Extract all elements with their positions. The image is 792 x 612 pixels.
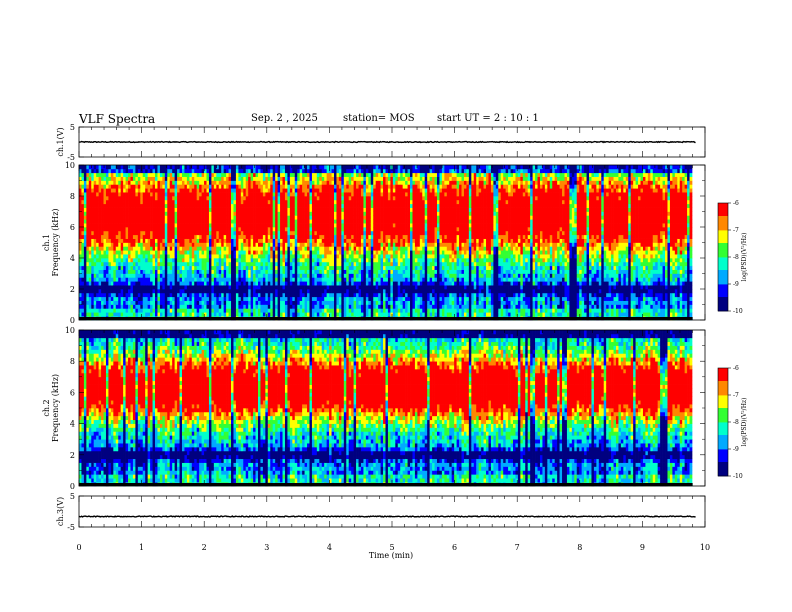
y-tick-label: 4 — [70, 420, 75, 429]
y-tick-label: 10 — [65, 326, 75, 335]
date-label: Sep. 2 , 2025 — [251, 113, 318, 124]
y-tick-label: 6 — [70, 223, 75, 232]
start-time-label: start UT = 2 : 10 : 1 — [437, 113, 539, 124]
y-tick-label: 5 — [70, 123, 75, 132]
ch1-spectrogram-cells — [79, 165, 693, 321]
colorbar-tick-label: -6 — [733, 365, 739, 372]
x-tick-label: 7 — [515, 543, 520, 552]
time-ticks — [78, 330, 706, 486]
x-tick-label: 9 — [640, 543, 645, 552]
station-label: station= MOS — [343, 113, 415, 124]
colorbar-tick-label: -7 — [733, 227, 739, 234]
x-tick-label: 5 — [389, 543, 394, 552]
colorbar-tick-label: -7 — [733, 392, 739, 399]
y-tick-label: 2 — [70, 451, 75, 460]
ch1-spectrogram-ylabel: Frequency (kHz) — [51, 208, 60, 276]
ch1-spectrogram-baseline — [79, 317, 692, 320]
ch1-voltage-ylabel: ch.1(V) — [56, 127, 65, 156]
x-tick-label: 2 — [202, 543, 207, 552]
colorbar-tick-label: -9 — [733, 446, 739, 453]
colorbar-tick-label: -6 — [733, 200, 739, 207]
ch3-voltage-trace — [78, 515, 696, 518]
figure-title: VLF Spectra — [79, 112, 155, 126]
y-tick-label: 5 — [70, 492, 75, 501]
ch1-voltage-trace — [78, 140, 696, 144]
ch2-spectrogram-colorbar — [718, 368, 728, 477]
x-tick-label: 10 — [700, 543, 710, 552]
x-tick-label: 0 — [76, 543, 81, 552]
colorbar-label: log(PSD)(V²/Hz) — [741, 233, 748, 282]
ch1-spectrogram-colorbar — [718, 203, 728, 312]
y-tick-label: -5 — [67, 523, 75, 532]
y-tick-label: 6 — [70, 388, 75, 397]
y-tick-label: 2 — [70, 285, 75, 294]
x-tick-label: 4 — [327, 543, 332, 552]
ch3-voltage-ylabel: ch.3(V) — [56, 497, 65, 526]
ch2-spectrogram-ylabel: Frequency (kHz) — [51, 374, 60, 442]
ch2-spectrogram-baseline — [79, 483, 692, 486]
time-ticks — [78, 496, 706, 527]
time-ticks — [78, 127, 706, 157]
ch1-spectrogram-ylabel: ch.1 — [42, 234, 51, 251]
colorbar-label: log(PSD)(V²/Hz) — [741, 398, 748, 447]
colorbar-tick-label: -9 — [733, 281, 739, 288]
y-tick-label: -5 — [67, 153, 75, 162]
time-ticks — [78, 165, 706, 320]
y-tick-label: 10 — [65, 161, 75, 170]
colorbar-tick-label: -10 — [733, 473, 743, 480]
y-tick-label: 8 — [70, 192, 75, 201]
x-axis-label: Time (min) — [369, 551, 413, 560]
y-tick-label: 0 — [70, 482, 75, 491]
colorbar-tick-label: -10 — [733, 308, 743, 315]
x-tick-label: 3 — [264, 543, 269, 552]
ch2-spectrogram-ylabel: ch.2 — [42, 399, 51, 416]
y-tick-label: 0 — [70, 316, 75, 325]
y-tick-label: 8 — [70, 357, 75, 366]
x-tick-label: 8 — [577, 543, 582, 552]
colorbar-tick-label: -8 — [733, 419, 739, 426]
y-tick-label: 4 — [70, 254, 75, 263]
x-tick-label: 6 — [452, 543, 457, 552]
x-tick-label: 1 — [139, 543, 144, 552]
colorbar-tick-label: -8 — [733, 254, 739, 261]
ch2-spectrogram-cells — [79, 330, 693, 487]
